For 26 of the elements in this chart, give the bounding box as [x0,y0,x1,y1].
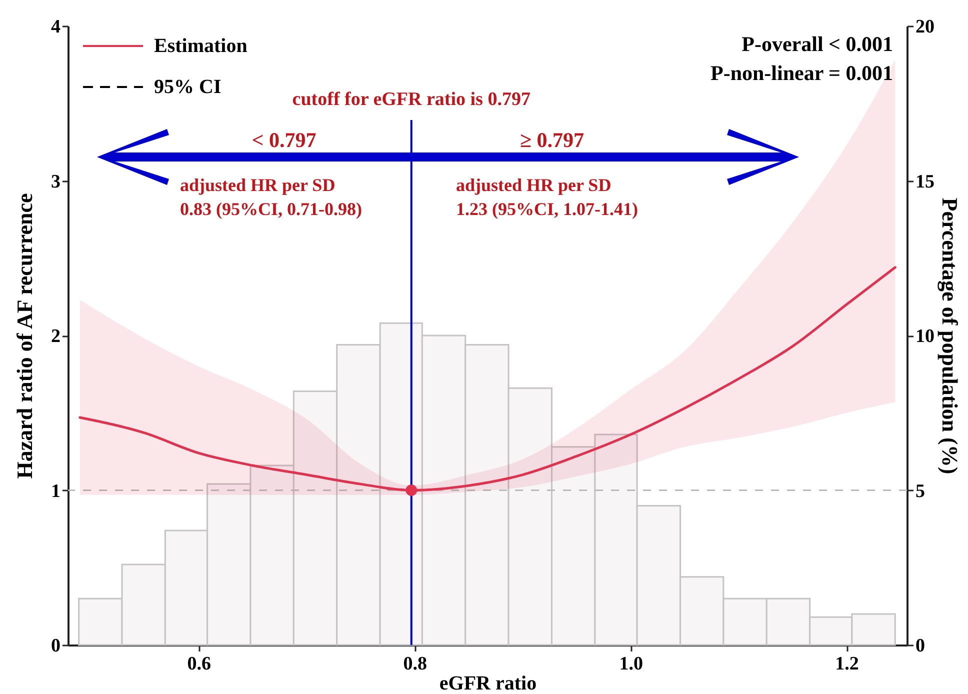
x-tick-label: 0.6 [187,654,212,674]
annotation: adjusted HR per SD 1.23 (95%CI, 1.07-1.41) [456,175,638,219]
ref-line-label: cutoff for eGFR ratio is 0.797 [292,89,531,110]
y-tick-label: 1 [51,480,60,502]
y-tick-label: 3 [51,171,60,192]
y2-tick-label: 5 [916,480,925,502]
x-tick-label: 1.2 [835,654,859,674]
y-axis-title: Hazard ratio of AF recurrence [12,193,37,479]
y2-tick-label: 20 [916,16,934,38]
y2-axis-title: Percentage of population (%) [938,198,962,474]
x-tick-label: 1.0 [619,654,643,674]
annotation: < 0.797 [252,128,316,152]
annotation: P-non-linear = 0.001 [710,61,893,85]
y2-tick-label: 0 [916,636,925,656]
x-axis-title: eGFR ratio [439,672,537,694]
x-tick-label: 0.8 [403,654,427,674]
annotation: adjusted HR per SD 0.83 (95%CI, 0.71-0.98) [180,175,362,219]
legend-label: Estimation [154,35,248,57]
y2-tick-label: 10 [916,326,934,347]
annotation: P-overall < 0.001 [742,32,893,56]
y-tick-label: 4 [51,16,61,38]
annotation: 95% CI [154,76,222,98]
annotation: ≥ 0.797 [520,128,584,152]
y2-tick-label: 15 [916,171,934,192]
y-tick-label: 0 [51,636,60,656]
y-tick-label: 2 [51,326,60,347]
